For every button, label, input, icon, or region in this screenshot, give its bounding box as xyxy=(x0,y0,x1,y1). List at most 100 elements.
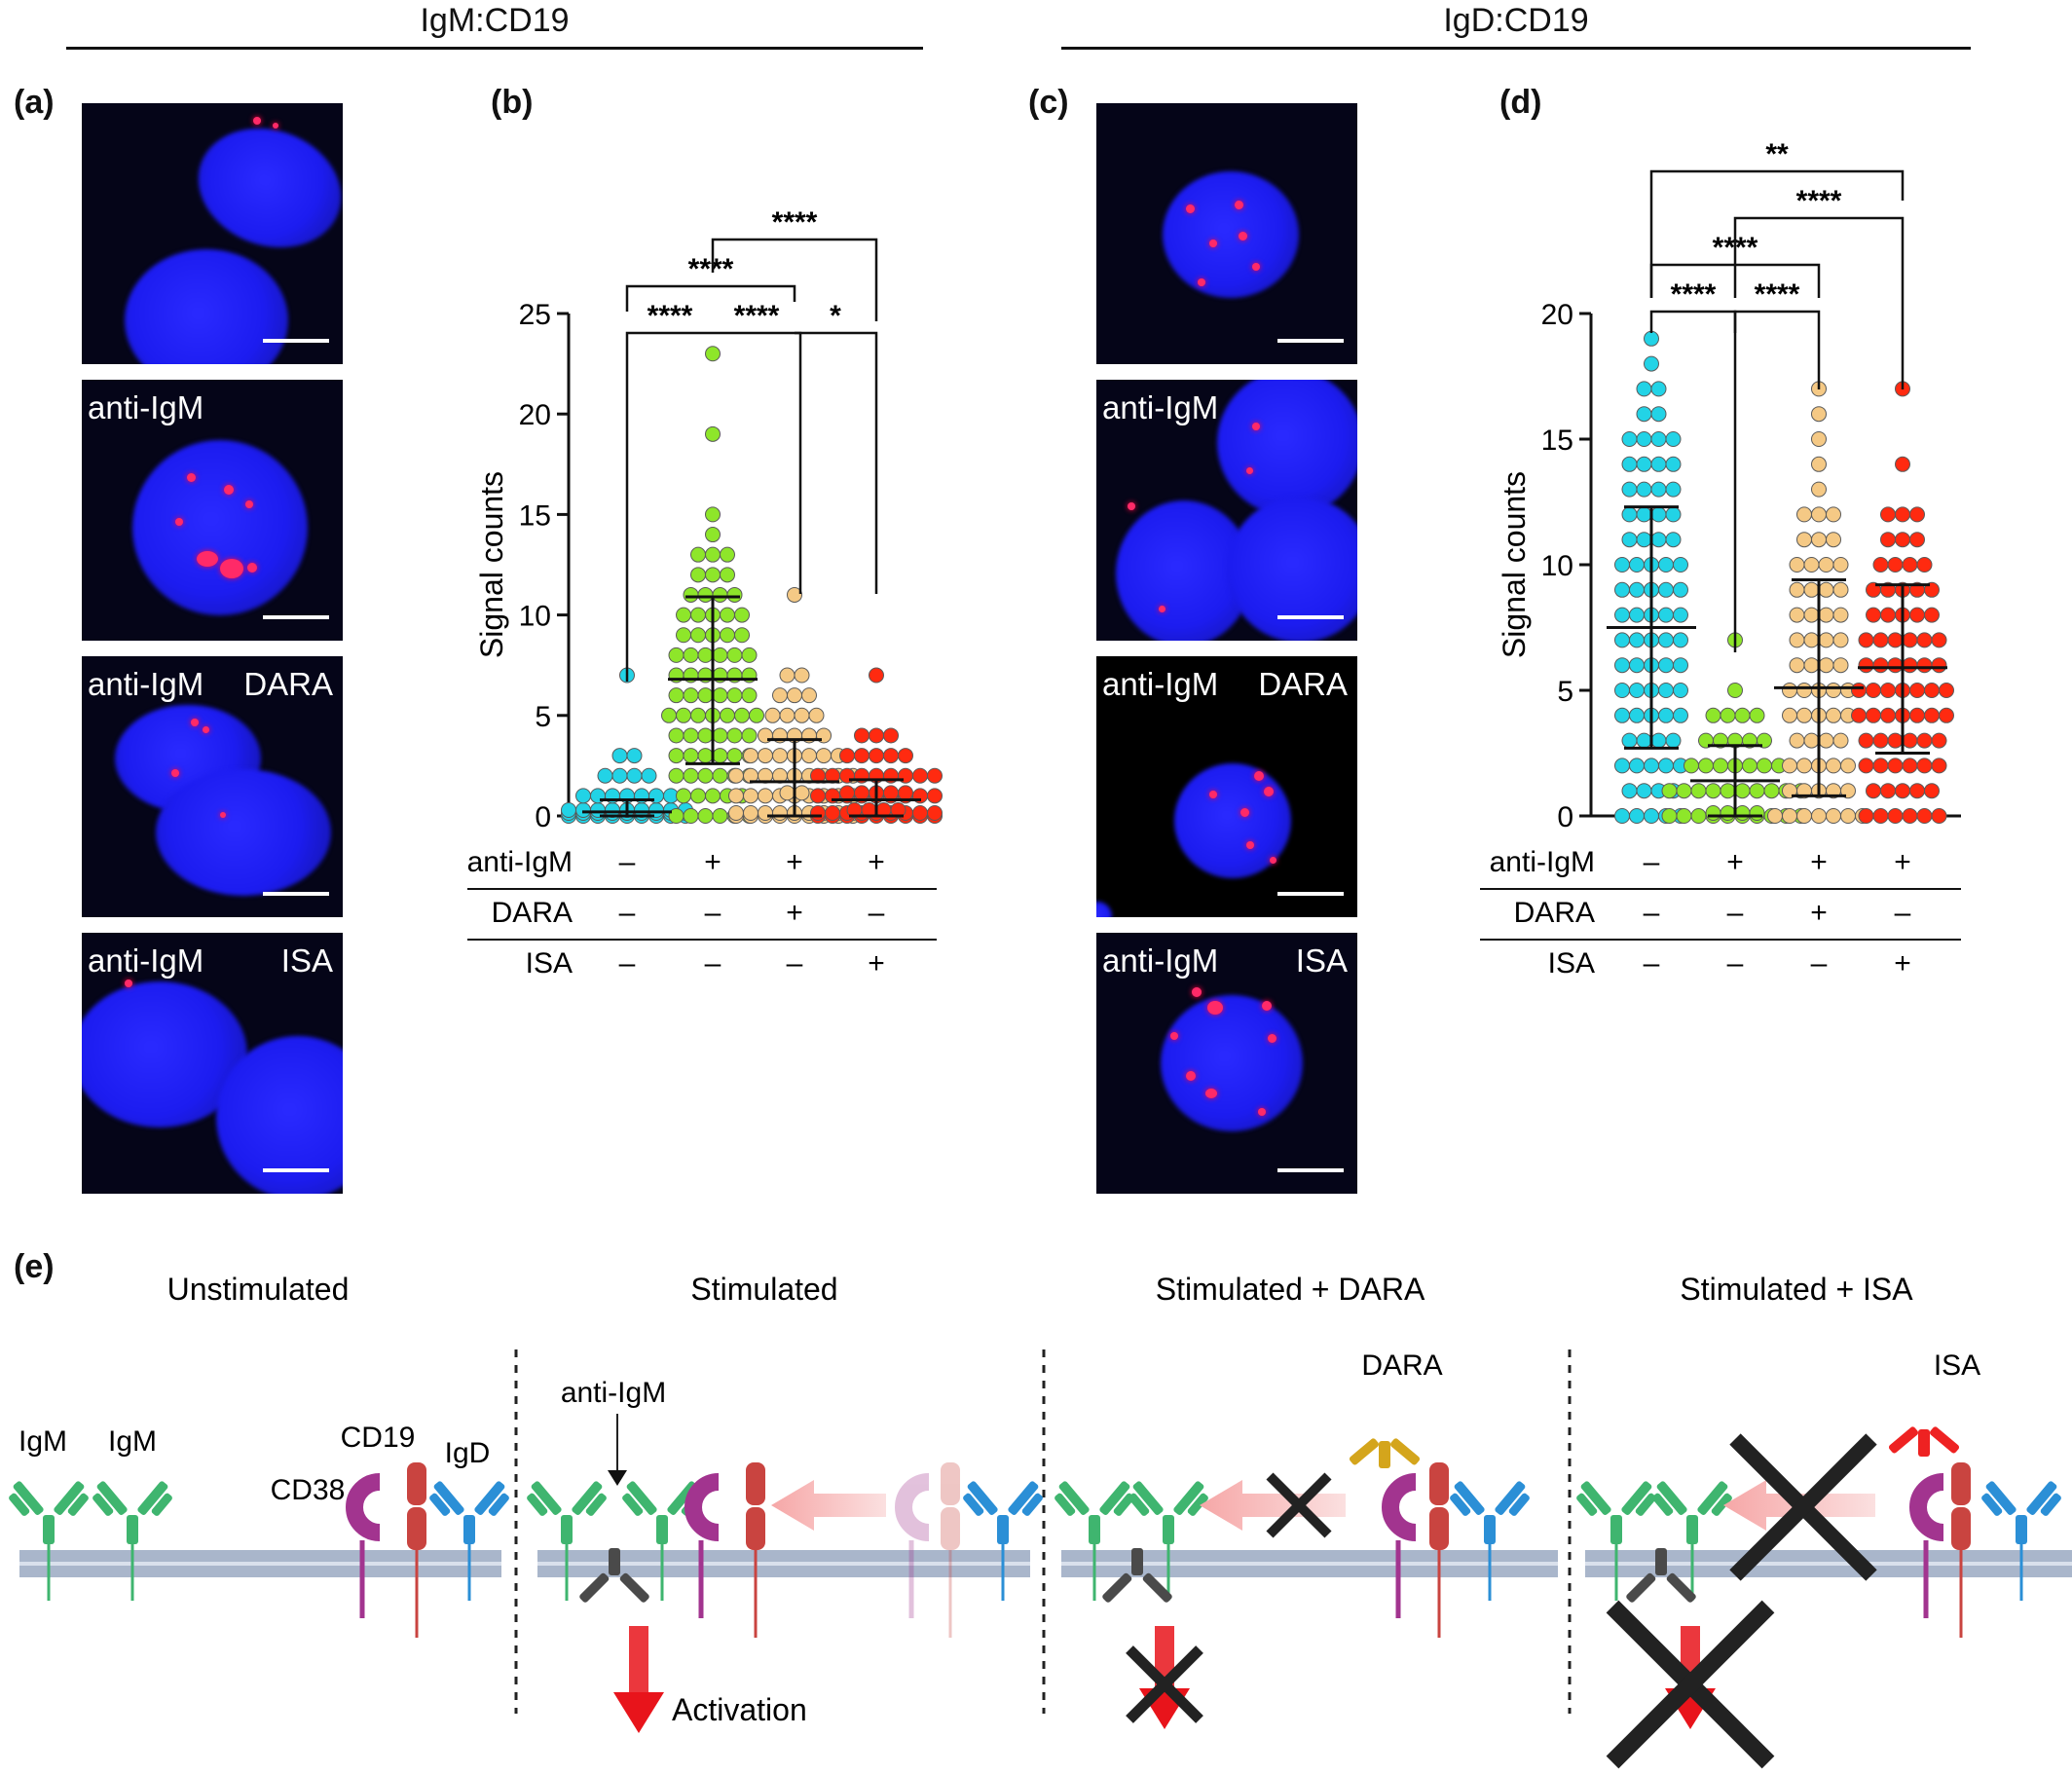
cd19-domain xyxy=(941,1462,960,1505)
antibody-arm xyxy=(137,1481,172,1516)
data-point xyxy=(1676,783,1692,799)
data-point xyxy=(697,687,714,704)
data-point xyxy=(1658,557,1674,573)
data-point xyxy=(1909,783,1925,799)
label-igm: IgM xyxy=(18,1425,67,1458)
antibody-arm xyxy=(474,1481,509,1516)
y-tick-label: 10 xyxy=(519,601,551,633)
label-anti-igm: anti-IgM xyxy=(1102,942,1219,979)
data-point xyxy=(1887,632,1904,648)
data-point xyxy=(1931,758,1947,774)
data-point xyxy=(720,546,735,563)
antibody-light xyxy=(1576,1493,1598,1516)
data-point xyxy=(1684,758,1699,774)
data-point xyxy=(1840,758,1856,774)
data-point xyxy=(1676,808,1692,824)
antibody-heavy xyxy=(1495,1481,1526,1515)
data-point xyxy=(712,727,728,744)
data-point xyxy=(1880,707,1896,723)
antibody-light xyxy=(92,1493,114,1516)
antibody-arm xyxy=(572,1481,607,1516)
micrograph-a-unstimulated xyxy=(82,103,343,364)
antibody-light xyxy=(2040,1493,2061,1516)
data-point xyxy=(1644,758,1659,774)
igd-receptor xyxy=(963,1481,1043,1601)
antibody-heavy xyxy=(1621,1481,1652,1515)
data-point xyxy=(1705,805,1721,821)
data-point xyxy=(839,785,855,801)
block-cross xyxy=(1729,1433,1877,1581)
data-point xyxy=(839,748,855,764)
data-point xyxy=(1763,783,1780,799)
anti-heavy xyxy=(1626,1572,1656,1603)
data-point xyxy=(1803,607,1820,623)
data-point xyxy=(1803,657,1820,674)
scale-bar xyxy=(1277,339,1344,343)
data-point xyxy=(1658,657,1674,674)
data-point xyxy=(1880,607,1896,623)
data-point xyxy=(712,687,728,704)
antibody-heavy xyxy=(13,1481,44,1515)
significance-label: **** xyxy=(1755,278,1800,311)
table-row-label: anti-IgM xyxy=(467,846,573,878)
data-point xyxy=(1931,632,1947,648)
antibody-light xyxy=(1187,1493,1208,1516)
antibody-arm xyxy=(1450,1481,1485,1516)
data-point xyxy=(712,767,728,784)
data-point xyxy=(1621,431,1638,447)
data-point xyxy=(1826,758,1841,774)
data-point xyxy=(1909,683,1925,698)
data-point xyxy=(611,767,628,784)
significance-bracket xyxy=(711,238,878,321)
data-point xyxy=(1650,532,1667,548)
label-dara: DARA xyxy=(1361,1349,1442,1382)
igm-receptor xyxy=(9,1481,89,1601)
micrograph-a-anti-igm: anti-IgM xyxy=(82,380,343,641)
data-point xyxy=(1858,732,1874,749)
data-point xyxy=(690,546,706,563)
antibody-heavy xyxy=(531,1481,562,1515)
data-point xyxy=(1658,581,1674,598)
data-point xyxy=(825,805,840,821)
label-igm: IgM xyxy=(108,1425,157,1458)
data-point xyxy=(927,805,943,821)
data-point xyxy=(1902,657,1918,674)
data-point xyxy=(854,727,870,744)
label-cd19: CD19 xyxy=(341,1422,416,1454)
data-point xyxy=(1614,581,1630,598)
data-point xyxy=(1909,506,1925,523)
data-point xyxy=(1895,506,1910,523)
data-point xyxy=(705,506,721,523)
data-point xyxy=(1924,683,1940,698)
data-point xyxy=(741,687,758,704)
antibody-light xyxy=(963,1493,984,1516)
data-point xyxy=(1872,732,1889,749)
table-cell: + xyxy=(868,846,885,878)
data-point xyxy=(1866,783,1881,799)
data-point xyxy=(728,767,744,784)
scale-bar xyxy=(1277,892,1344,896)
y-tick-label: 5 xyxy=(1557,676,1573,708)
significance-label: **** xyxy=(1796,185,1842,217)
antibody-arm xyxy=(1128,1481,1164,1516)
antibody-light xyxy=(1450,1493,1471,1516)
data-point xyxy=(1811,532,1827,548)
block-cross xyxy=(1606,1600,1775,1769)
antibody-heavy xyxy=(1132,1481,1164,1515)
data-point xyxy=(690,607,706,623)
data-point xyxy=(661,707,677,723)
significance-bracket xyxy=(1649,169,1905,298)
data-point xyxy=(1832,607,1849,623)
data-point xyxy=(1644,355,1659,372)
antibody-heavy xyxy=(626,1481,657,1515)
data-point xyxy=(641,767,657,784)
table-row-label: ISA xyxy=(1548,947,1595,979)
table-cell: – xyxy=(619,947,636,979)
data-point xyxy=(1832,632,1849,648)
anti-fc xyxy=(1655,1548,1667,1575)
data-point xyxy=(869,748,884,764)
data-point xyxy=(1866,707,1881,723)
data-point xyxy=(810,788,826,804)
data-point xyxy=(1713,758,1728,774)
header-igd-cd19: IgD:CD19 xyxy=(1443,2,1589,39)
